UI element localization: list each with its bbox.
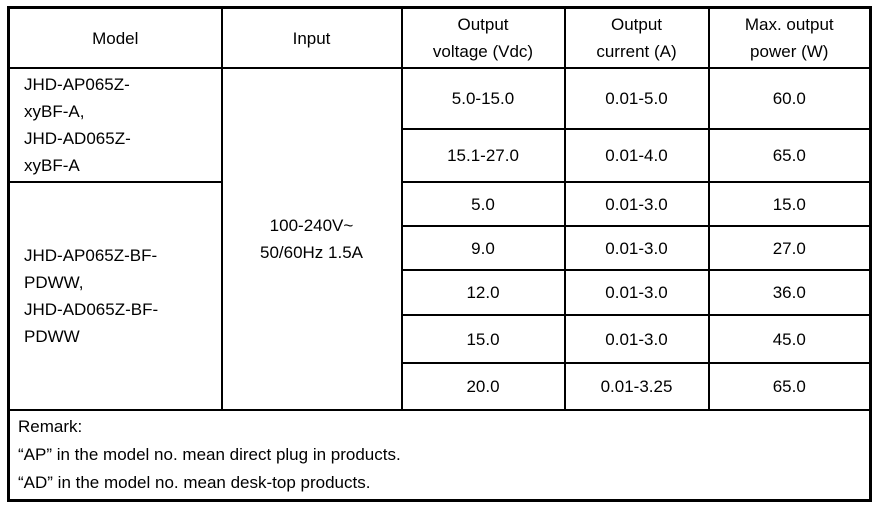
model-group-2-cell: JHD-AP065Z-BF- PDWW, JHD-AD065Z-BF- PDWW (7, 181, 223, 411)
voltage-cell: 15.1-27.0 (400, 128, 566, 183)
remark-line-ap: “AP” in the model no. mean direct plug i… (18, 445, 401, 464)
table-row: 12.0 0.01-3.0 36.0 (9, 269, 872, 316)
voltage-cell: 15.0 (400, 314, 566, 364)
voltage-cell: 5.0-15.0 (400, 67, 566, 130)
table-header-row: Model Input Output voltage (Vdc) Output … (7, 6, 872, 69)
input-value-cell: 100-240V~ 50/60Hz 1.5A (220, 67, 403, 411)
table-row: JHD-AP065Z-BF- PDWW, JHD-AD065Z-BF- PDWW… (7, 181, 872, 411)
remark-row: Remark: “AP” in the model no. mean direc… (7, 409, 872, 502)
voltage-cell: 20.0 (400, 362, 566, 411)
column-header-input: Input (220, 6, 403, 69)
power-cell: 65.0 (707, 128, 872, 183)
remark-cell: Remark: “AP” in the model no. mean direc… (7, 409, 872, 502)
power-cell: 60.0 (707, 67, 872, 130)
table-row: 15.1-27.0 0.01-4.0 65.0 (9, 128, 872, 183)
current-cell: 0.01-3.0 (563, 225, 710, 271)
current-cell: 0.01-4.0 (563, 128, 710, 183)
column-header-output-voltage: Output voltage (Vdc) (400, 6, 566, 69)
remark-line-ad: “AD” in the model no. mean desk-top prod… (18, 473, 371, 492)
power-cell: 15.0 (707, 181, 872, 227)
remark-title: Remark: (18, 417, 83, 436)
voltage-cell: 12.0 (400, 269, 566, 316)
current-cell: 0.01-5.0 (563, 67, 710, 130)
model-group-1-cell: JHD-AP065Z- xyBF-A, JHD-AD065Z- xyBF-A (7, 67, 223, 183)
power-cell: 65.0 (707, 362, 872, 411)
current-cell: 0.01-3.0 (563, 269, 710, 316)
table-row: 20.0 0.01-3.25 65.0 (9, 362, 872, 411)
column-header-model: Model (7, 6, 223, 69)
column-header-max-output-power: Max. output power (W) (707, 6, 872, 69)
voltage-cell: 5.0 (400, 181, 566, 227)
power-cell: 36.0 (707, 269, 872, 316)
column-header-output-current: Output current (A) (563, 6, 710, 69)
power-cell: 27.0 (707, 225, 872, 271)
current-cell: 0.01-3.0 (563, 181, 710, 227)
table-row: JHD-AP065Z- xyBF-A, JHD-AD065Z- xyBF-A 1… (7, 67, 872, 411)
table-row: 15.0 0.01-3.0 45.0 (9, 314, 872, 364)
power-cell: 45.0 (707, 314, 872, 364)
voltage-cell: 9.0 (400, 225, 566, 271)
current-cell: 0.01-3.25 (563, 362, 710, 411)
table-row: 9.0 0.01-3.0 27.0 (9, 225, 872, 271)
power-spec-table: Model Input Output voltage (Vdc) Output … (7, 6, 872, 502)
current-cell: 0.01-3.0 (563, 314, 710, 364)
